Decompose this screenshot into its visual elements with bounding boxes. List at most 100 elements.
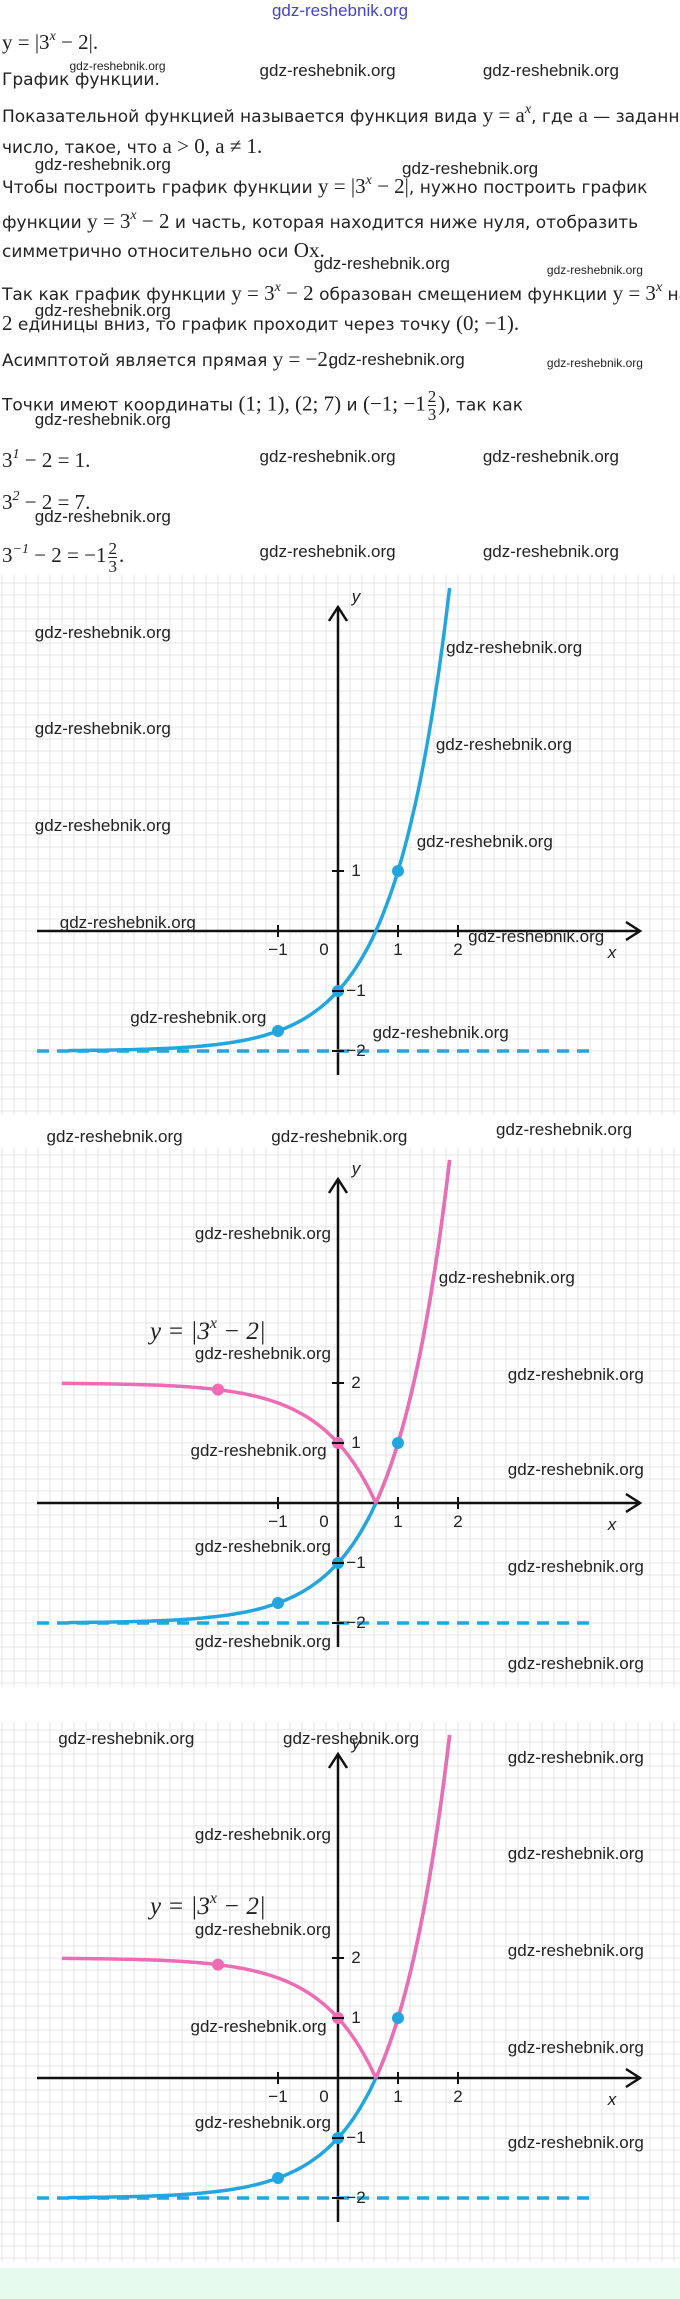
graph-svg [0, 1722, 680, 2262]
math-run: − 2 = 1. [19, 448, 91, 472]
y-tick-label: 1 [351, 1433, 361, 1452]
watermark: gdz-reshebnik.org [446, 637, 583, 657]
text-run: — заданное [593, 107, 680, 127]
math-run: y = |3 [150, 1893, 210, 1920]
graph: −1 0 1 2 2 1 −1 −2 x y y = |3x − 2| [0, 1722, 680, 2262]
watermark: gdz-reshebnik.org [482, 542, 619, 562]
x-tick-label: 2 [453, 2087, 463, 2106]
text-line: симметрично относительно оси Ox. [2, 236, 325, 264]
y-axis-label: y [351, 1734, 361, 1753]
text-line: Асимптотой является прямая y = −2. [2, 345, 333, 373]
watermark: gdz-reshebnik.org [194, 1824, 331, 1844]
math-run: − 2 = −1 [28, 543, 107, 567]
watermark: gdz-reshebnik.org [328, 349, 465, 369]
watermark: gdz-reshebnik.org [468, 927, 605, 947]
text-run: Так как график функции [2, 285, 232, 305]
watermark: gdz-reshebnik.org [59, 912, 196, 932]
watermark: gdz-reshebnik.org [546, 263, 643, 278]
x-tick-label: 1 [393, 1512, 403, 1531]
superscript: x [365, 173, 372, 188]
text-line: 32 − 2 = 7. [2, 483, 91, 514]
text-line: число, такое, что a > 0, a ≠ 1. [2, 132, 262, 160]
superscript: x [209, 1890, 217, 1907]
text-line: Чтобы построить график функции y = |3x −… [2, 167, 648, 198]
denominator: 3 [427, 405, 437, 424]
math-run: 2 [2, 311, 13, 335]
watermark: gdz-reshebnik.org [372, 1022, 509, 1042]
superscript: x [655, 280, 663, 295]
superscript: x [274, 280, 281, 295]
math-run: − 2|. [55, 30, 99, 54]
superscript: x [524, 102, 532, 117]
text-run: на [667, 285, 680, 305]
y-tick-label: 1 [351, 2008, 361, 2027]
y-tick-label: −2 [346, 1613, 366, 1632]
text-run: Показательной функцией называется функци… [2, 107, 483, 127]
x-arrow [625, 920, 643, 942]
watermark: gdz-reshebnik.org [194, 1920, 331, 1940]
footer-strip [0, 2268, 680, 2299]
math-run: (0; −1). [456, 311, 520, 335]
watermark: gdz-reshebnik.org [34, 507, 171, 527]
watermark: gdz-reshebnik.org [58, 1729, 195, 1749]
x-tick-label: 1 [393, 940, 403, 959]
text-line: y = |3x − 2|. [2, 23, 99, 54]
superscript: 1 [12, 447, 20, 462]
watermark: gdz-reshebnik.org [46, 1127, 183, 1146]
text-run: , нужно построить график [408, 178, 648, 198]
watermark: gdz-reshebnik.org [507, 1460, 644, 1480]
math-run: 3 [2, 448, 13, 472]
watermark: gdz-reshebnik.org [402, 158, 539, 178]
watermark: gdz-reshebnik.org [194, 1536, 331, 1556]
math-run: − 2| [216, 1893, 266, 1920]
superscript: 2 [12, 489, 20, 504]
text-run: и часть, которая находится ниже нуля, от… [169, 213, 639, 233]
math-run: a [578, 103, 588, 127]
watermark: gdz-reshebnik.org [507, 1557, 644, 1577]
math-run: y = a [482, 103, 525, 127]
y-tick-label: −1 [346, 2128, 366, 2147]
watermark: gdz-reshebnik.org [34, 718, 171, 738]
text-line: График функции. [2, 66, 160, 94]
math-run: y = −2. [272, 347, 334, 371]
watermark: gdz-reshebnik.org [34, 410, 171, 430]
text-run: образован смещением функции [313, 285, 613, 305]
site-header: gdz-reshebnik.org [271, 1, 409, 20]
denominator: 3 [108, 556, 117, 576]
blue-point [272, 2172, 284, 2184]
math-run: a > 0, a ≠ 1. [162, 134, 263, 158]
superscript: x [49, 29, 56, 44]
math-run: − 2 [280, 281, 314, 305]
numerator: 2 [108, 538, 117, 558]
superscript: x [209, 1315, 217, 1332]
x-tick-label: −1 [268, 1512, 288, 1531]
x-tick-label: 0 [319, 940, 329, 959]
blue-point [272, 1025, 284, 1037]
text-run: График функции. [2, 70, 160, 90]
math-run: 3 [2, 490, 13, 514]
pink-curve [374, 1159, 452, 1504]
blue-point [392, 1437, 404, 1449]
text-run: число, такое, что [2, 138, 163, 158]
x-tick-label: 1 [393, 2087, 403, 2106]
y-tick-label: −2 [346, 1041, 366, 1060]
math-run: y = |3 [150, 1318, 210, 1345]
y-tick-label: 2 [351, 1948, 361, 1967]
math-run: − 2 = 7. [19, 490, 91, 514]
watermark: gdz-reshebnik.org [271, 1127, 408, 1146]
watermark: gdz-reshebnik.org [283, 1729, 420, 1749]
text-run: , где [531, 107, 579, 127]
text-run: симметрично относительно оси [2, 242, 294, 262]
math-run: (1; 1), (2; 7) [238, 391, 342, 416]
math-run: (−1; −1 [362, 391, 426, 416]
watermark: gdz-reshebnik.org [190, 1441, 327, 1461]
math-run: y = 3 [87, 209, 131, 233]
superscript: x [130, 208, 137, 223]
watermark: gdz-reshebnik.org [259, 542, 396, 562]
x-axis-label: x [607, 2090, 617, 2109]
watermark: gdz-reshebnik.org [194, 1632, 331, 1652]
watermark: gdz-reshebnik.org [507, 1843, 644, 1863]
y-arrow [327, 1751, 349, 1769]
